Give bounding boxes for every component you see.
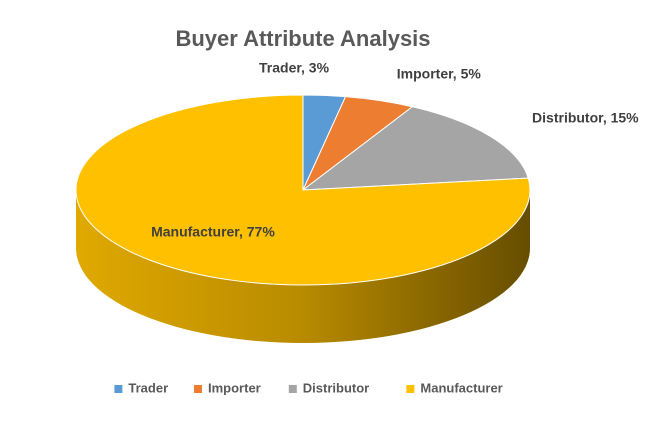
slice	[301, 106, 529, 191]
data-label: Importer, 5%	[397, 66, 482, 82]
legend-label: Trader	[128, 380, 168, 395]
legend-label: Manufacturer	[420, 380, 502, 395]
legend-label: Distributor	[303, 380, 369, 395]
legend-swatch	[406, 385, 415, 393]
data-label: Manufacturer, 77%	[151, 223, 275, 239]
chart-title: Buyer Attribute Analysis	[175, 26, 430, 51]
legend-swatch	[114, 385, 123, 393]
slice-side-shade	[76, 190, 530, 343]
legend: Trader Importer Distributor Manufacturer	[114, 380, 503, 395]
legend-swatch	[288, 385, 297, 393]
pie: Trader, 3% Importer, 5% Distributor, 15% Ma…	[75, 59, 639, 343]
data-label: Distributor, 15%	[532, 110, 639, 126]
data-label: Trader, 3%	[259, 59, 330, 75]
legend-swatch	[194, 385, 202, 393]
legend-label: Importer	[208, 380, 261, 395]
slice	[75, 94, 531, 286]
